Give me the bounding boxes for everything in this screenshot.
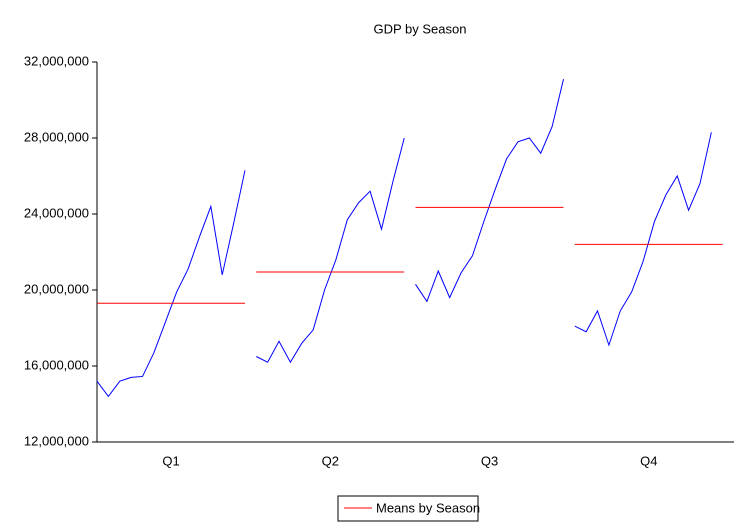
x-tick-label: Q4 bbox=[640, 453, 657, 468]
season-line bbox=[415, 78, 564, 303]
x-tick-label: Q2 bbox=[322, 453, 339, 468]
x-tick-label: Q1 bbox=[162, 453, 179, 468]
season-line bbox=[574, 132, 712, 347]
chart-title: GDP by Season bbox=[374, 21, 467, 36]
y-tick-label: 32,000,000 bbox=[24, 53, 89, 68]
season-line bbox=[256, 137, 405, 364]
y-tick-label: 16,000,000 bbox=[24, 357, 89, 372]
season-line bbox=[96, 170, 246, 398]
x-tick-label: Q3 bbox=[481, 453, 498, 468]
y-tick-label: 28,000,000 bbox=[24, 129, 89, 144]
y-tick-label: 12,000,000 bbox=[24, 433, 89, 448]
legend-label: Means by Season bbox=[376, 500, 480, 515]
y-tick-label: 24,000,000 bbox=[24, 205, 89, 220]
y-tick-label: 20,000,000 bbox=[24, 281, 89, 296]
